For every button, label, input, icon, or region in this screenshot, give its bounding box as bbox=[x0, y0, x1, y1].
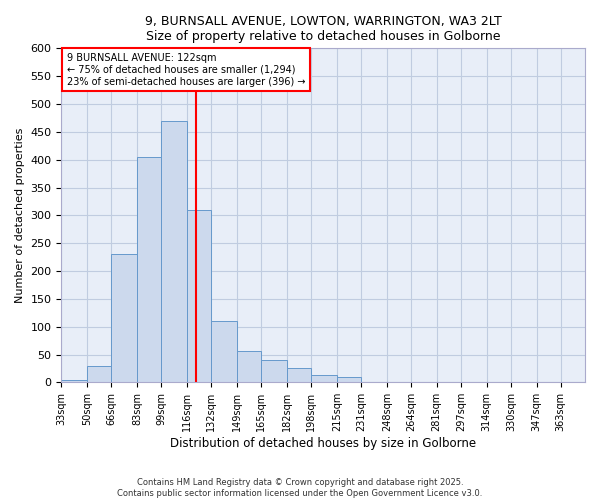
Bar bbox=[112, 254, 137, 382]
Bar bbox=[311, 374, 337, 382]
X-axis label: Distribution of detached houses by size in Golborne: Distribution of detached houses by size … bbox=[170, 437, 476, 450]
Bar bbox=[161, 120, 187, 382]
Bar bbox=[187, 210, 211, 382]
Bar bbox=[261, 360, 287, 382]
Bar bbox=[137, 157, 161, 382]
Title: 9, BURNSALL AVENUE, LOWTON, WARRINGTON, WA3 2LT
Size of property relative to det: 9, BURNSALL AVENUE, LOWTON, WARRINGTON, … bbox=[145, 15, 502, 43]
Text: 9 BURNSALL AVENUE: 122sqm
← 75% of detached houses are smaller (1,294)
23% of se: 9 BURNSALL AVENUE: 122sqm ← 75% of detac… bbox=[67, 54, 305, 86]
Bar bbox=[87, 366, 112, 382]
Bar bbox=[237, 350, 261, 382]
Bar bbox=[61, 380, 87, 382]
Bar bbox=[337, 377, 361, 382]
Text: Contains HM Land Registry data © Crown copyright and database right 2025.
Contai: Contains HM Land Registry data © Crown c… bbox=[118, 478, 482, 498]
Bar bbox=[211, 321, 237, 382]
Bar bbox=[287, 368, 311, 382]
Y-axis label: Number of detached properties: Number of detached properties bbox=[15, 128, 25, 303]
